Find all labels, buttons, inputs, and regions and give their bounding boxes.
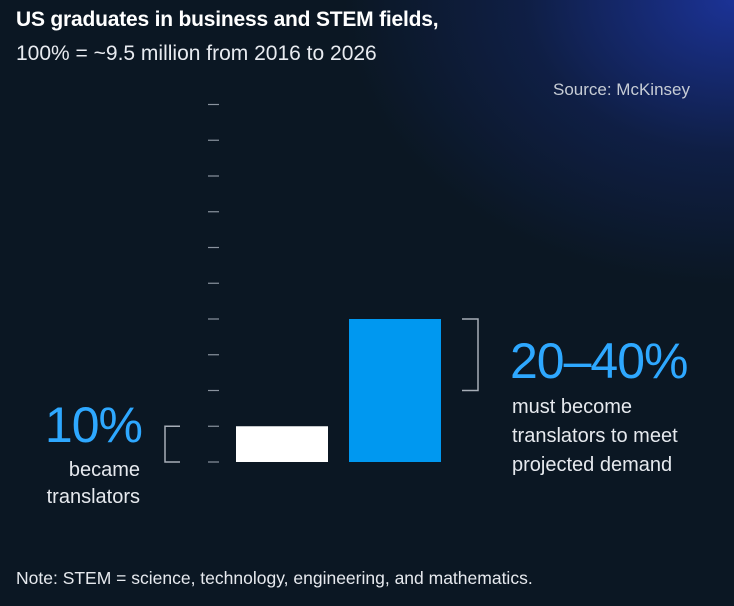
left-callout-text: became translators <box>46 459 140 508</box>
chart-source: Source: McKinsey <box>553 80 690 99</box>
axis-ticks <box>208 103 219 463</box>
chart-subtitle: 100% = ~9.5 million from 2016 to 2026 <box>16 42 377 65</box>
bar-became-translators <box>236 426 328 462</box>
left-callout-value: 10% <box>44 397 143 453</box>
bar-must-become-translators <box>349 319 441 462</box>
footnote: Note: STEM = science, technology, engine… <box>16 568 533 588</box>
bars <box>236 319 441 462</box>
range-brackets <box>164 318 479 463</box>
right-callout-value: 20–40% <box>510 333 688 389</box>
bracket-right <box>462 318 479 392</box>
right-callout-text: must become translators to meet projecte… <box>512 396 678 476</box>
bracket-left <box>164 425 180 463</box>
chart-title: US graduates in business and STEM fields… <box>16 8 439 31</box>
